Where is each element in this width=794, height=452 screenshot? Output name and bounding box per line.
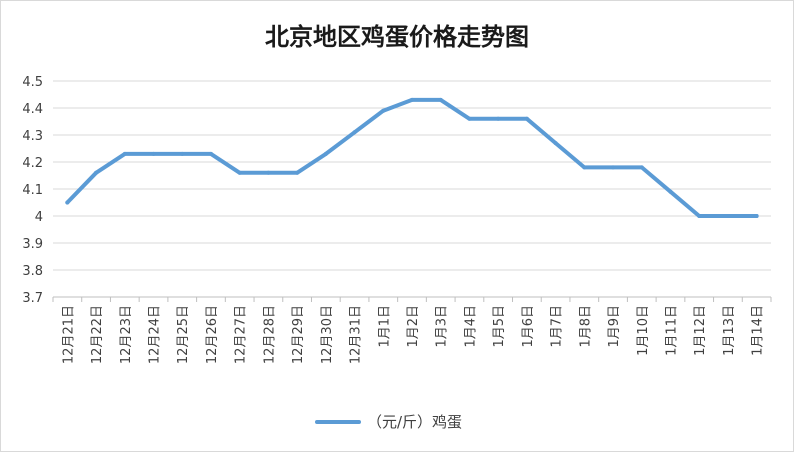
x-tick-label: 1月4日: [463, 305, 478, 348]
y-tick-label: 3.9: [22, 237, 43, 252]
x-tick-label: 1月12日: [693, 305, 708, 356]
data-point: [381, 108, 386, 113]
y-tick-label: 3.8: [22, 264, 43, 279]
data-point: [65, 200, 70, 205]
data-point: [524, 116, 529, 121]
y-axis-ticks: 3.7 3.8 3.9 4 4.1 4.2 4.3 4.4 4.5: [22, 75, 43, 306]
legend-label: （元/斤）鸡蛋: [367, 413, 462, 431]
data-point: [553, 141, 558, 146]
y-tick-label: 4.3: [22, 129, 43, 144]
x-tick-label: 12月21日: [61, 305, 76, 364]
x-axis: [52, 297, 772, 302]
x-tick-label: 1月8日: [578, 305, 593, 348]
data-point: [496, 116, 501, 121]
x-tick-label: 1月1日: [377, 305, 392, 348]
x-tick-label: 1月6日: [521, 305, 536, 348]
x-tick-label: 12月22日: [90, 305, 105, 364]
y-tick-label: 3.7: [22, 291, 43, 306]
data-point: [639, 165, 644, 170]
chart-title: 北京地区鸡蛋价格走势图: [265, 23, 529, 51]
x-tick-label: 1月7日: [550, 305, 565, 348]
data-point: [725, 214, 730, 218]
data-point: [208, 151, 213, 156]
x-tick-label: 12月28日: [262, 305, 277, 364]
series-line: [65, 97, 759, 218]
x-tick-label: 12月26日: [205, 305, 220, 364]
x-tick-label: 1月3日: [435, 305, 450, 348]
y-tick-label: 4: [35, 210, 43, 225]
data-point: [94, 170, 99, 175]
data-point: [697, 214, 702, 218]
gridlines: [53, 80, 771, 298]
x-tick-label: 12月24日: [148, 305, 163, 364]
series-layer: [65, 97, 759, 218]
x-tick-label: 12月30日: [320, 305, 335, 364]
y-tick-label: 4.5: [22, 75, 43, 90]
data-point: [295, 170, 300, 175]
data-point: [323, 151, 328, 156]
data-point: [438, 97, 443, 102]
data-point: [266, 170, 271, 175]
data-point: [180, 151, 185, 156]
data-point: [352, 130, 357, 135]
data-point: [122, 151, 127, 156]
data-point: [237, 170, 242, 175]
x-tick-label: 12月29日: [291, 305, 306, 364]
x-tick-label: 12月25日: [176, 305, 191, 364]
y-tick-label: 4.1: [22, 183, 43, 198]
data-point: [668, 189, 673, 194]
data-point: [582, 165, 587, 170]
data-point: [467, 116, 472, 121]
x-tick-label: 12月27日: [234, 305, 249, 364]
x-tick-label: 1月2日: [406, 305, 421, 348]
x-tick-label: 12月23日: [119, 305, 134, 364]
data-point: [754, 214, 759, 218]
data-point: [410, 97, 414, 102]
x-tick-label: 1月9日: [607, 305, 622, 348]
x-tick-label: 1月5日: [492, 305, 507, 348]
x-tick-label: 1月13日: [722, 305, 737, 356]
y-tick-label: 4.2: [22, 156, 43, 171]
x-tick-label: 1月10日: [636, 305, 651, 356]
legend: （元/斤）鸡蛋: [315, 413, 462, 431]
x-tick-label: 12月31日: [349, 305, 364, 364]
data-point: [611, 165, 616, 170]
x-axis-ticks: 12月21日 12月22日 12月23日 12月24日 12月25日 12月26日 12月2…: [61, 305, 765, 364]
x-tick-label: 1月14日: [751, 305, 766, 356]
data-point: [151, 151, 156, 156]
y-tick-label: 4.4: [22, 102, 43, 117]
x-tick-label: 1月11日: [664, 305, 679, 356]
